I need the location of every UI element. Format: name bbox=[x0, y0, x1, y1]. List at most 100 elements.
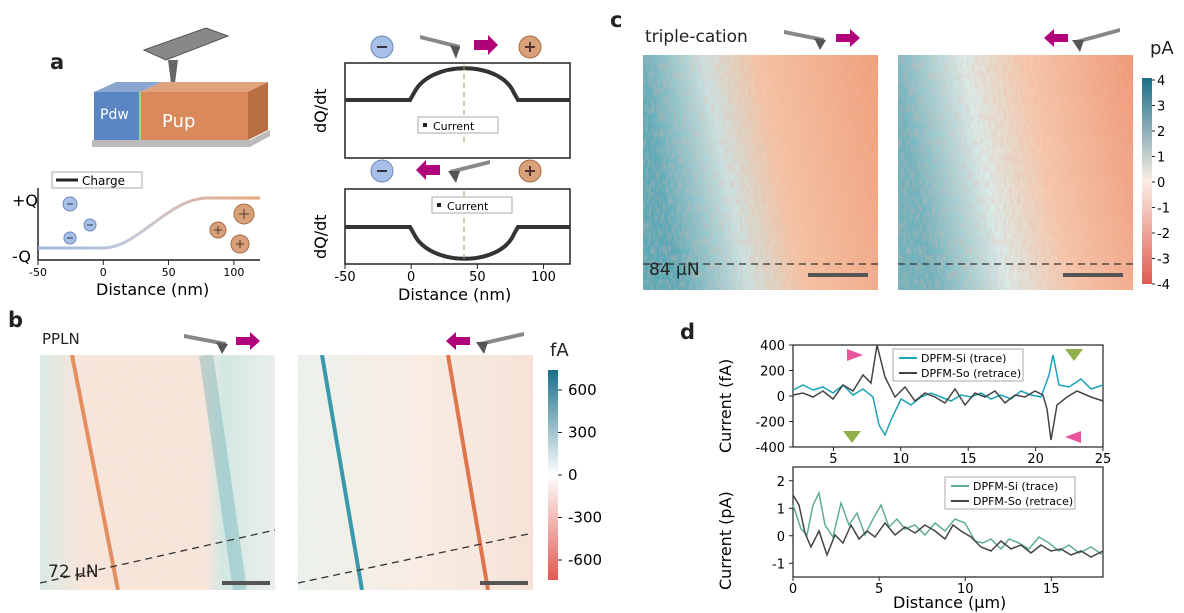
d-top-y-tick-label: 400 bbox=[760, 339, 785, 354]
ppln-tip-icons-2 bbox=[446, 332, 524, 354]
d-top-y-tick-label: -400 bbox=[755, 441, 785, 456]
triple-cation-tip-icons bbox=[784, 29, 860, 50]
d-top-x-tick-label: 15 bbox=[960, 452, 977, 467]
current-x-tick-label: 50 bbox=[469, 270, 486, 285]
arrow-left-icon-c bbox=[1044, 29, 1068, 47]
d-top-x-tick-label: 20 bbox=[1027, 452, 1044, 467]
d-top-ylabel: Current (fA) bbox=[716, 359, 735, 453]
block-label-pdw: Pdw bbox=[100, 107, 129, 123]
charge-x-tick-label: 50 bbox=[162, 266, 176, 279]
d-bottom-legend-2: DPFM-So (retrace) bbox=[973, 495, 1073, 508]
triple-cation-map-retrace bbox=[898, 55, 1133, 290]
ppln-map-retrace bbox=[298, 355, 533, 590]
d-bottom-y-tick-label: 2 bbox=[777, 475, 785, 490]
block-label-pup: Pup bbox=[162, 111, 195, 132]
colorbar-b-tick-label: 300 bbox=[568, 424, 597, 442]
d-bottom-xlabel: Distance (μm) bbox=[893, 593, 1006, 612]
d-top-x-tick-label: 5 bbox=[829, 452, 837, 467]
d-top-y-ticks: 400 200 0 -200 -400 bbox=[755, 339, 793, 456]
arrow-left-icon bbox=[416, 160, 440, 180]
d-top-pink-marker-2 bbox=[1065, 431, 1081, 443]
colorbar-b-tick-label: 0 bbox=[568, 466, 578, 484]
current-plot-bottom: Current dQ/dt -50 0 50 100 Distance (nm) bbox=[311, 159, 571, 304]
colorbar-b-tick-label: 600 bbox=[568, 381, 597, 399]
colorbar-c-tick-label: -4 bbox=[1157, 278, 1170, 290]
colorbar-b-tick-label: -300 bbox=[568, 509, 602, 527]
arrow-right-icon bbox=[474, 35, 498, 55]
arrow-right-icon-b bbox=[236, 332, 260, 350]
d-top-y-tick-label: -200 bbox=[755, 416, 785, 431]
colorbar-c: 4 3 2 1 0 -1 -2 -3 -4 bbox=[1142, 74, 1170, 290]
ppln-map-trace: 72 μN bbox=[40, 355, 275, 590]
colorbar-c-tick-label: -1 bbox=[1157, 202, 1170, 217]
d-bottom-y-ticks: 2 1 0 -1 bbox=[772, 475, 793, 572]
d-top-green-marker-2 bbox=[1065, 349, 1083, 361]
d-top-x-ticks: 5 10 15 20 25 bbox=[829, 447, 1111, 467]
d-bottom-x-tick-label: 10 bbox=[957, 582, 974, 597]
triple-cation-label: triple-cation bbox=[645, 27, 748, 47]
charge-plot: Charge +Q -Q -50 0 50 100 Distance (nm) bbox=[12, 171, 260, 299]
current-x-tick-label: 0 bbox=[407, 270, 415, 285]
d-bottom-retrace-line bbox=[792, 494, 1104, 558]
current-profile-chart-bottom: 210-1 0 5 10 15 DPFM-Si (trace) DPFM-So (re… bbox=[716, 466, 1104, 612]
current-bottom-xlabel: Distance (nm) bbox=[398, 285, 511, 304]
charge-minus-q: -Q bbox=[12, 247, 31, 266]
current-plot-top: Current dQ/dt bbox=[311, 35, 571, 159]
panel-a-letter: a bbox=[50, 50, 65, 74]
current-x-tick-label: -50 bbox=[334, 270, 355, 285]
d-bottom-x-ticks: 0 5 10 15 bbox=[789, 577, 1060, 597]
charge-x-tick-label: 100 bbox=[223, 266, 244, 279]
current-profile-chart-top: 400 200 0 -200 -400 5 10 15 20 25 DPFM-Si (trace… bbox=[716, 339, 1111, 467]
ppln-force-label: 72 μN bbox=[48, 562, 99, 582]
charge-plus-q: +Q bbox=[12, 191, 38, 210]
colorbar-c-tick-label: 0 bbox=[1157, 176, 1165, 191]
charge-x-tick-label: -50 bbox=[29, 266, 47, 279]
d-bottom-y-tick-label: 1 bbox=[777, 502, 785, 517]
charge-x-tick-label: 0 bbox=[100, 266, 107, 279]
d-top-pink-marker-1 bbox=[847, 349, 863, 361]
colorbar-b: 600 300 0 -300 -600 bbox=[548, 370, 602, 580]
current-x-ticks: -50 0 50 100 bbox=[334, 264, 556, 285]
colorbar-c-ticks: 4 3 2 1 0 -1 -2 -3 -4 bbox=[1152, 74, 1170, 290]
panel-d-letter: d bbox=[680, 320, 696, 344]
panel-c-letter: c bbox=[610, 8, 623, 32]
triple-cation-force-label: 84 μN bbox=[649, 260, 700, 280]
colorbar-c-tick-label: 3 bbox=[1157, 100, 1165, 115]
charge-x-ticks: -50 0 50 100 bbox=[29, 260, 244, 279]
d-top-y-tick-label: 200 bbox=[760, 365, 785, 380]
d-top-legend-1: DPFM-Si (trace) bbox=[921, 352, 1006, 365]
d-top-trace-line bbox=[792, 354, 1104, 437]
d-bottom-ylabel: Current (pA) bbox=[716, 491, 735, 590]
current-top-ylabel: dQ/dt bbox=[311, 88, 330, 133]
d-bottom-x-tick-label: 15 bbox=[1043, 582, 1060, 597]
colorbar-c-tick-label: 4 bbox=[1157, 74, 1165, 89]
d-top-legend-2: DPFM-So (retrace) bbox=[921, 367, 1021, 380]
d-bottom-trace-line bbox=[792, 490, 1104, 556]
triple-cation-map-trace: 84 μN bbox=[643, 55, 878, 290]
d-top-retrace-line bbox=[792, 344, 1104, 441]
charge-xlabel: Distance (nm) bbox=[96, 280, 209, 299]
d-top-y-tick-label: 0 bbox=[777, 390, 785, 405]
current-x-tick-label: 100 bbox=[531, 270, 556, 285]
colorbar-c-unit: pA bbox=[1150, 38, 1174, 59]
d-bottom-x-tick-label: 5 bbox=[875, 582, 883, 597]
ferroelectric-block-illustration: Pdw Pup bbox=[92, 27, 270, 147]
colorbar-c-tick-label: -3 bbox=[1157, 253, 1170, 268]
triple-cation-tip-icons-2 bbox=[1044, 28, 1120, 52]
ppln-tip-icons bbox=[184, 332, 260, 354]
colorbar-c-tick-label: 2 bbox=[1157, 125, 1165, 140]
colorbar-c-tick-label: -2 bbox=[1157, 227, 1170, 242]
colorbar-b-tick-label: -600 bbox=[568, 551, 602, 569]
arrow-left-icon-b bbox=[446, 332, 470, 350]
current-bottom-ylabel: dQ/dt bbox=[311, 214, 330, 259]
d-top-green-marker-1 bbox=[843, 431, 861, 443]
ppln-label: PPLN bbox=[42, 330, 80, 348]
current-bottom-legend: Current bbox=[447, 200, 489, 213]
d-bottom-x-tick-label: 0 bbox=[789, 582, 797, 597]
current-top-legend: Current bbox=[433, 120, 475, 133]
d-top-x-tick-label: 10 bbox=[893, 452, 910, 467]
charge-legend: Charge bbox=[82, 174, 125, 188]
colorbar-b-ticks: 600 300 0 -300 -600 bbox=[558, 381, 602, 569]
d-top-x-tick-label: 25 bbox=[1095, 452, 1112, 467]
colorbar-b-unit: fA bbox=[550, 340, 569, 361]
